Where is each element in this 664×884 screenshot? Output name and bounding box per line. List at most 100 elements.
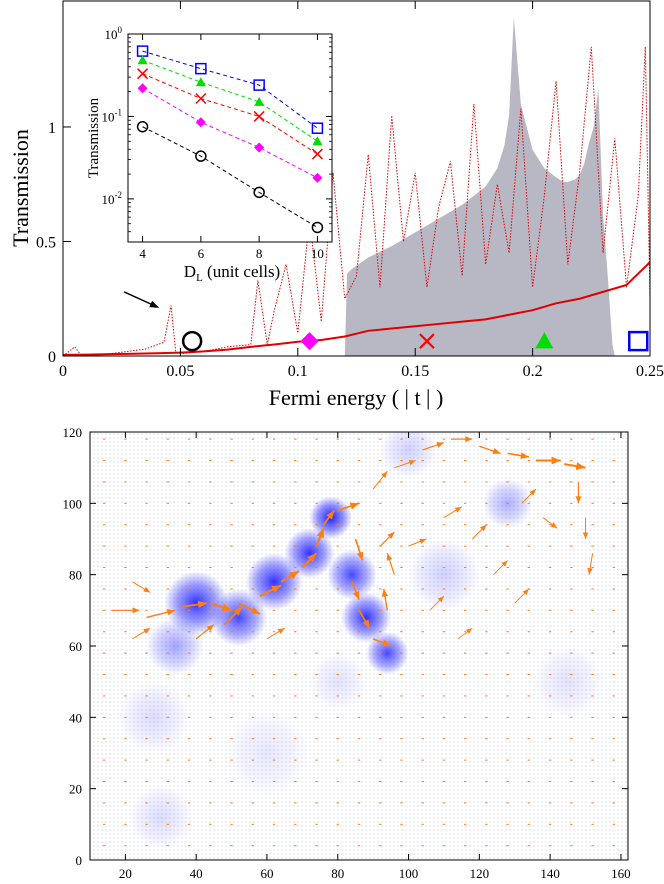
- flow-arrow: [322, 509, 335, 526]
- map-y-tick-label: 120: [63, 425, 83, 440]
- inset-point-x: [137, 68, 149, 80]
- flow-arrow-head: [206, 624, 214, 632]
- flow-arrow: [132, 581, 151, 593]
- flow-arrow: [181, 600, 207, 609]
- flow-arrow: [315, 527, 325, 547]
- flow-arrow: [386, 553, 395, 575]
- flow-arrow: [479, 445, 501, 455]
- energy-marker-triangle: [535, 332, 554, 349]
- flow-arrow: [514, 588, 530, 604]
- flow-arrow-head: [132, 607, 140, 614]
- map-y-tick-label: 20: [69, 782, 82, 797]
- inset-x-tick-label: 4: [139, 246, 146, 261]
- inset-y-tick-label: 10-1: [102, 107, 123, 124]
- density-blob: [327, 549, 377, 600]
- density-blob: [380, 432, 437, 479]
- flow-arrow-head: [250, 606, 260, 614]
- flow-arrow-head: [143, 586, 151, 593]
- flow-arrow: [372, 638, 392, 647]
- flow-arrow-head: [437, 596, 444, 603]
- density-blob: [309, 653, 367, 711]
- flow-arrow: [266, 627, 285, 640]
- inset-x-tick-label: 8: [256, 246, 263, 261]
- inset-point-diamond: [195, 117, 206, 128]
- inset-point-circle: [136, 120, 149, 133]
- flow-arrow: [372, 470, 388, 490]
- y-tick-label: 1: [48, 120, 56, 137]
- inset-x-tick-label: 6: [198, 246, 205, 261]
- flow-arrow: [210, 602, 232, 612]
- flow-arrow-head: [466, 628, 473, 634]
- flow-arrow-head: [307, 553, 317, 563]
- flow-arrow: [443, 506, 462, 519]
- flow-grid: [102, 438, 616, 847]
- flow-arrows: [111, 436, 594, 647]
- flow-arrow: [132, 627, 151, 640]
- density-blob: [366, 631, 409, 675]
- main-chart-y-axis-label: Transmission: [8, 129, 33, 247]
- inset-point-square: [195, 62, 207, 75]
- flow-arrow-head: [352, 590, 360, 600]
- inset-x-axis-label: DL (unit cells): [184, 262, 280, 284]
- x-tick-label: 0.15: [401, 363, 429, 380]
- density-map-plot-area: [102, 432, 616, 850]
- flow-arrow: [587, 553, 594, 575]
- flow-arrow: [422, 442, 445, 451]
- flow-arrow: [575, 481, 582, 504]
- flow-arrow-head: [277, 628, 285, 634]
- flow-arrow-head: [529, 489, 536, 496]
- map-x-tick-label: 40: [190, 866, 203, 881]
- flow-arrow: [507, 452, 530, 460]
- inset-point-triangle: [137, 55, 148, 65]
- flow-arrow-head: [575, 496, 582, 504]
- flow-arrow: [195, 624, 215, 640]
- y-tick-label: 0.5: [36, 234, 56, 251]
- flow-arrow: [521, 488, 537, 504]
- map-x-tick-label: 160: [611, 866, 631, 881]
- density-blob: [146, 617, 204, 675]
- inset-series-circle: [136, 120, 324, 234]
- flow-arrow: [394, 460, 416, 469]
- flow-arrow-head: [349, 502, 359, 510]
- flow-arrow: [408, 538, 427, 547]
- flow-arrow-head: [143, 628, 151, 634]
- inset-point-square: [253, 79, 265, 91]
- arrow-head: [149, 300, 160, 308]
- inset-series-line: [142, 59, 318, 142]
- flow-arrow-head: [387, 531, 395, 539]
- inset-point-diamond: [254, 142, 265, 153]
- inset-y-tick-exponent: 0: [118, 25, 123, 35]
- inset-y-axis-label: Transmission: [86, 97, 102, 178]
- inset-series-line: [142, 126, 318, 228]
- flow-arrow-head: [381, 471, 388, 478]
- flow-arrow: [381, 588, 389, 611]
- flow-arrow: [358, 609, 371, 629]
- main-chart-frame: [62, 0, 651, 357]
- energy-marker-circle: [181, 330, 203, 352]
- x-tick-label: 0.05: [166, 363, 194, 380]
- x-tick-label: 0.2: [523, 363, 543, 380]
- flow-arrow: [354, 538, 364, 561]
- energy-marker-diamond: [300, 332, 319, 351]
- inset-x-axis-label-rest: (unit cells): [203, 262, 280, 281]
- current-density-map: 20 40 60 80 100 120 140 160 0 20 40 60 80 100 120: [63, 425, 631, 881]
- inset-plot-area: [136, 45, 324, 234]
- x-tick-label: 0.25: [636, 363, 664, 380]
- flow-arrow-head: [221, 603, 232, 612]
- flow-arrow: [111, 607, 140, 614]
- flow-arrow: [457, 627, 473, 640]
- arrow-shaft: [123, 291, 156, 307]
- flow-arrow-head: [381, 588, 389, 597]
- annotation-arrow: [123, 291, 160, 308]
- flow-arrow: [146, 609, 176, 619]
- flow-arrow: [337, 502, 360, 512]
- density-blob: [118, 681, 190, 753]
- density-blob: [224, 710, 310, 796]
- map-x-tick-label: 20: [119, 866, 132, 881]
- flow-arrow-head: [316, 528, 324, 539]
- energy-marker-square: [628, 330, 649, 352]
- inset-point-circle: [311, 221, 324, 234]
- inset-y-tick-exponent: -1: [115, 107, 123, 117]
- flow-arrow-head: [582, 532, 589, 539]
